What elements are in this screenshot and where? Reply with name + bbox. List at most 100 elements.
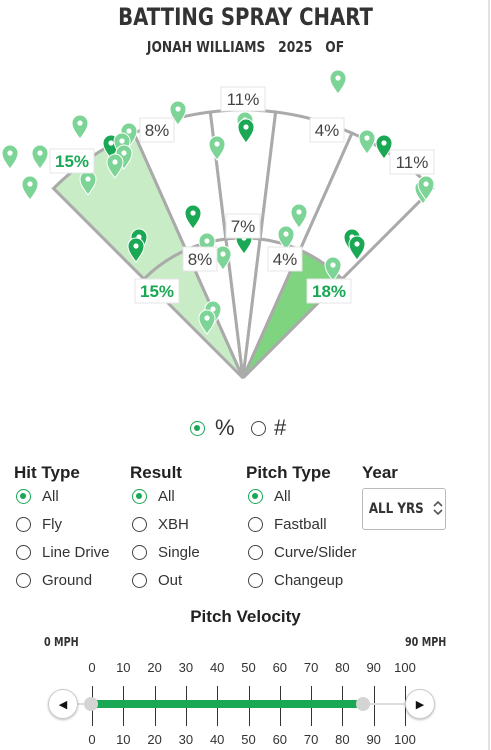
count-radio-icon[interactable] xyxy=(251,420,266,436)
radio-icon[interactable] xyxy=(16,517,31,532)
year-title: Year xyxy=(362,463,398,482)
hit-type-option-ground[interactable]: Ground xyxy=(16,572,92,589)
hit-type-option-all[interactable]: All xyxy=(16,488,59,505)
map-pin-icon xyxy=(208,135,226,161)
percent-toggle[interactable]: % xyxy=(190,415,235,441)
map-pin-icon xyxy=(358,129,376,155)
hit-type-title: Hit Type xyxy=(14,463,80,482)
map-pin-dot xyxy=(37,150,43,156)
radio-icon[interactable] xyxy=(248,517,263,532)
map-pin-dot xyxy=(210,306,216,312)
map-pin-icon xyxy=(237,118,255,144)
option-label: Line Drive xyxy=(42,544,110,561)
map-pin-dot xyxy=(27,181,33,187)
hit-type-option-line-drive[interactable]: Line Drive xyxy=(16,544,110,561)
radio-icon[interactable] xyxy=(132,545,147,560)
velocity-tick-label-top: 100 xyxy=(394,660,416,675)
velocity-min-label: 0 MPH xyxy=(44,635,79,649)
velocity-left-button[interactable]: ◀ xyxy=(48,689,78,719)
map-pin-icon xyxy=(375,134,393,160)
velocity-tick-label-top: 50 xyxy=(241,660,256,675)
map-pin-dot xyxy=(119,138,125,144)
velocity-tick-label-top: 90 xyxy=(366,660,381,675)
velocity-range-fill[interactable] xyxy=(92,700,359,708)
option-label: XBH xyxy=(158,516,189,533)
radio-icon[interactable] xyxy=(132,517,147,532)
velocity-tick-label-bottom: 100 xyxy=(394,732,416,747)
zone-percent-text: 15% xyxy=(55,152,89,171)
velocity-tick-label-top: 40 xyxy=(209,660,225,675)
velocity-tick-label-bottom: 40 xyxy=(209,732,225,747)
map-pin-dot xyxy=(335,75,341,81)
velocity-tick-label-bottom: 20 xyxy=(147,732,162,747)
radio-icon[interactable] xyxy=(132,573,147,588)
map-pin-dot xyxy=(214,141,220,147)
map-pin-dot xyxy=(133,243,139,249)
map-pin-dot xyxy=(175,106,181,112)
result-option-xbh[interactable]: XBH xyxy=(132,516,189,533)
zone-percent-text: 11% xyxy=(227,90,260,109)
zone-label-outer-left: 15% xyxy=(49,148,95,174)
pitch-type-option-changeup[interactable]: Changeup xyxy=(248,572,343,589)
zone-label-outer-right-center: 4% xyxy=(309,117,345,143)
velocity-tick-label-bottom: 10 xyxy=(116,732,131,747)
option-label: All xyxy=(274,488,291,505)
zone-label-background xyxy=(267,246,303,272)
result-option-out[interactable]: Out xyxy=(132,572,182,589)
radio-icon[interactable] xyxy=(248,545,263,560)
year-select-value: ALL YRS xyxy=(368,501,424,517)
map-pin-icon xyxy=(329,69,347,95)
velocity-tick-mark xyxy=(374,686,375,726)
velocity-min-handle[interactable] xyxy=(84,697,98,711)
zone-label-outer-center: 11% xyxy=(220,86,266,112)
zone-label-background xyxy=(139,117,175,143)
result-option-all[interactable]: All xyxy=(132,488,175,505)
map-pin-dot xyxy=(190,210,196,216)
velocity-tick-label-top: 70 xyxy=(303,660,319,675)
zone-percent-text: 8% xyxy=(145,121,170,140)
right-arrow-icon: ▶ xyxy=(415,698,425,711)
result-option-single[interactable]: Single xyxy=(132,544,200,561)
map-pin-icon xyxy=(417,175,435,201)
radio-icon[interactable] xyxy=(16,545,31,560)
map-pin-dot xyxy=(423,181,429,187)
option-label: All xyxy=(158,488,175,505)
map-pin-icon xyxy=(277,225,295,251)
percent-radio-icon[interactable] xyxy=(190,420,205,436)
map-pin-dot xyxy=(85,176,91,182)
map-pin-dot xyxy=(243,124,249,130)
map-pin-dot xyxy=(354,241,360,247)
count-toggle-label: # xyxy=(274,415,287,440)
radio-selected-icon[interactable] xyxy=(248,489,263,504)
option-label: Changeup xyxy=(274,572,344,589)
option-label: Ground xyxy=(42,572,93,589)
option-label: Fastball xyxy=(274,516,327,533)
velocity-tick-label-top: 60 xyxy=(272,660,288,675)
map-pin-dot xyxy=(204,238,210,244)
zone-percent-text: 8% xyxy=(188,250,213,269)
option-label: All xyxy=(42,488,59,505)
hit-type-option-fly[interactable]: Fly xyxy=(16,516,62,533)
radio-selected-icon[interactable] xyxy=(16,489,31,504)
radio-icon[interactable] xyxy=(16,573,31,588)
velocity-right-button[interactable]: ▶ xyxy=(405,689,435,719)
count-toggle[interactable]: # xyxy=(251,415,286,441)
map-pin-icon xyxy=(290,203,308,229)
zone-percent-text: 7% xyxy=(231,217,256,236)
radio-selected-icon[interactable] xyxy=(132,489,147,504)
radio-icon[interactable] xyxy=(248,573,263,588)
pitch-type-option-all[interactable]: All xyxy=(248,488,291,505)
pitch-type-title: Pitch Type xyxy=(246,463,331,482)
zone-label-inner-left: 15% xyxy=(134,278,180,304)
map-pin-icon xyxy=(1,144,19,170)
velocity-tick-label-bottom: 90 xyxy=(366,732,381,747)
velocity-tick-label-bottom: 0 xyxy=(88,732,96,747)
zone-percent-text: 15% xyxy=(140,282,174,301)
option-label: Out xyxy=(158,572,183,589)
velocity-max-handle[interactable] xyxy=(356,697,371,711)
pitch-type-option-fastball[interactable]: Fastball xyxy=(248,516,327,533)
map-pin-dot xyxy=(108,140,114,146)
year-select[interactable]: ALL YRS xyxy=(362,488,446,530)
pitch-type-option-curve-slider[interactable]: Curve/Slider xyxy=(248,544,357,561)
map-pin-icon xyxy=(184,204,202,230)
